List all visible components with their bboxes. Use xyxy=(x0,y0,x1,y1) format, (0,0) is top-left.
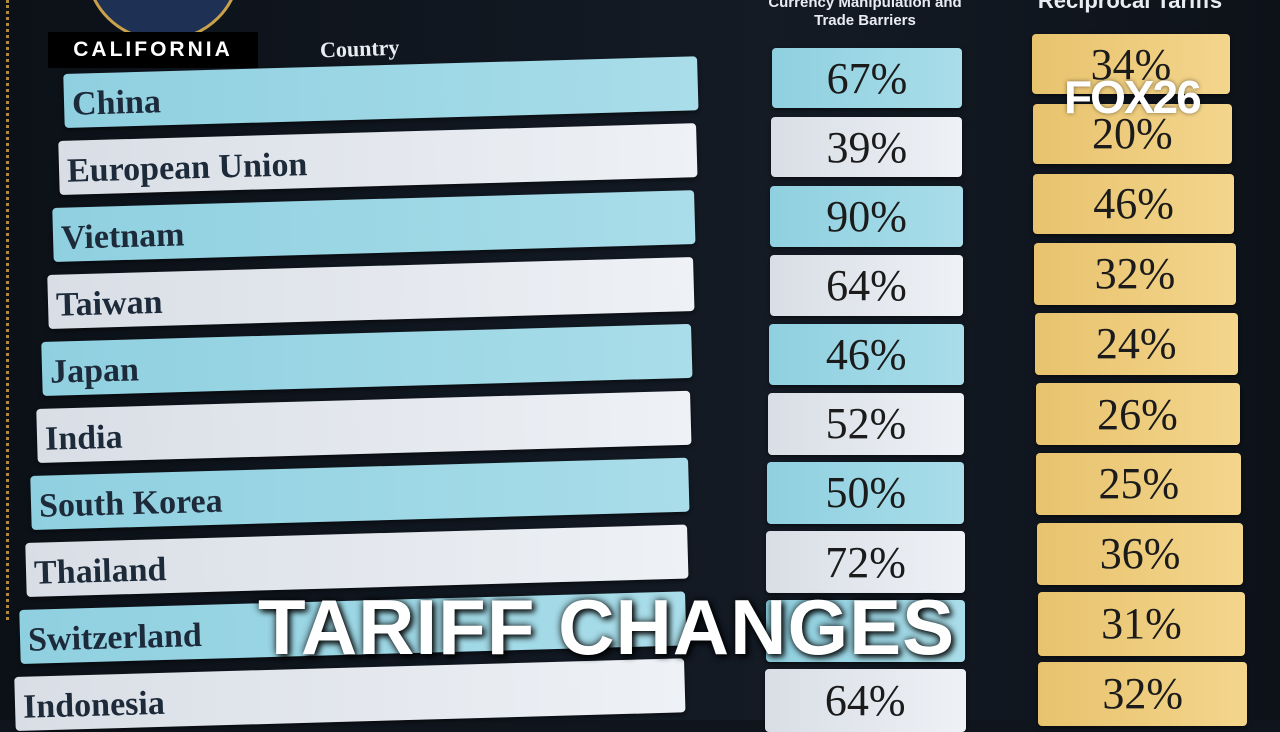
country-name: Japan xyxy=(49,351,140,391)
reciprocal-cell: 20% xyxy=(1032,103,1232,165)
station-logo: FOX26 xyxy=(1064,71,1202,123)
headline: TARIFF CHANGES xyxy=(258,583,956,671)
reciprocal-cell: 25% xyxy=(1036,452,1242,516)
currency-cell: 64% xyxy=(769,255,964,316)
column-heading: Currency Manipulation and Trade Barriers xyxy=(768,0,962,29)
country-name: South Korea xyxy=(38,482,224,525)
country-name: China xyxy=(71,83,162,123)
currency-cell xyxy=(765,600,966,663)
country-bar: India xyxy=(35,390,691,463)
country-bar: Japan xyxy=(41,323,693,396)
currency-cell: 52% xyxy=(768,393,964,455)
country-bar: European Union xyxy=(57,123,698,195)
country-bar: South Korea xyxy=(30,457,690,530)
reciprocal-cell: 36% xyxy=(1036,522,1244,586)
country-heading: Country xyxy=(319,34,400,63)
country-name: Thailand xyxy=(33,551,167,592)
country-bar: Vietnam xyxy=(52,190,696,262)
reciprocal-cell: 46% xyxy=(1033,173,1234,235)
currency-cell: 46% xyxy=(768,324,964,386)
currency-cell: 67% xyxy=(772,48,962,108)
column-heading: Reciprocal Tariffs xyxy=(1037,0,1223,13)
reciprocal-cell: 32% xyxy=(1038,662,1248,726)
reciprocal-cell: 26% xyxy=(1035,383,1240,445)
location-label: CALIFORNIA xyxy=(48,32,258,68)
currency-cell: 72% xyxy=(766,531,965,594)
currency-cell: 50% xyxy=(767,462,965,524)
country-bar: Taiwan xyxy=(46,256,695,329)
border-dots xyxy=(6,0,9,620)
currency-cell: 90% xyxy=(770,186,963,247)
country-name: Indonesia xyxy=(22,684,165,726)
country-name: Vietnam xyxy=(60,216,185,257)
reciprocal-cell: 31% xyxy=(1037,592,1246,656)
currency-cell: 39% xyxy=(771,117,963,178)
country-name: European Union xyxy=(66,146,308,190)
currency-cell: 64% xyxy=(764,669,966,732)
country-name: Switzerland xyxy=(27,616,203,659)
reciprocal-cell: 24% xyxy=(1034,313,1238,375)
reciprocal-cell: 32% xyxy=(1034,243,1236,305)
reciprocal-cell: 34% xyxy=(1032,34,1230,94)
country-name: Taiwan xyxy=(55,283,163,324)
country-name: India xyxy=(44,418,123,458)
